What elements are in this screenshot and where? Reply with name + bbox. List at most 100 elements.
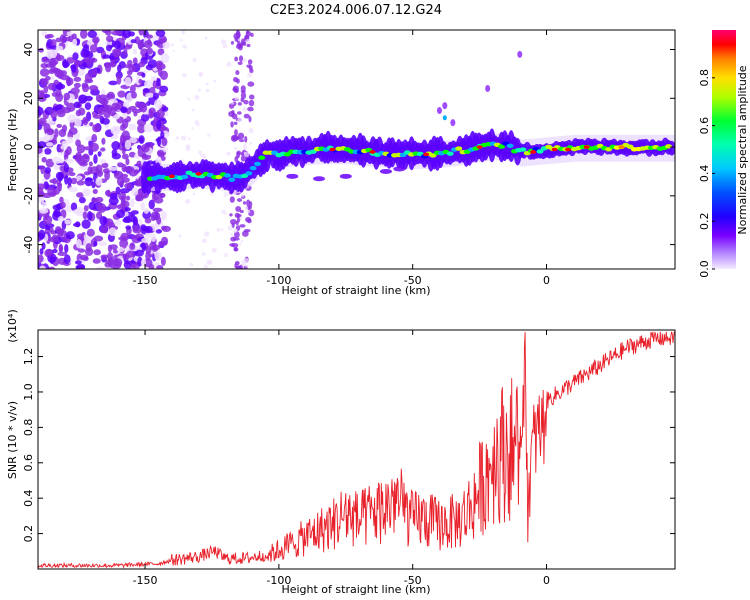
heatmap-cell xyxy=(67,177,72,186)
heatmap-cell xyxy=(55,226,62,233)
heatmap-cell xyxy=(104,62,112,73)
heatmap-cell xyxy=(121,153,129,160)
heatmap-cell xyxy=(230,121,234,128)
heatmap-cell xyxy=(88,201,96,211)
heatmap-cell xyxy=(181,30,186,35)
heatmap-cell xyxy=(64,158,75,163)
heatmap-cell xyxy=(243,113,250,119)
heatmap-cell xyxy=(154,99,163,110)
heatmap-cell xyxy=(192,57,197,62)
heatmap-cell xyxy=(232,87,238,92)
heatmap-cell xyxy=(39,208,49,214)
heatmap-cell xyxy=(60,145,67,150)
heatmap-cell xyxy=(119,238,129,249)
heatmap-cell xyxy=(121,130,130,141)
heatmap-cell xyxy=(147,59,158,69)
heatmap-cell xyxy=(442,102,448,110)
colorbar-tick-label: 0.6 xyxy=(698,117,711,135)
heatmap-cell xyxy=(236,151,240,159)
heatmap-cell xyxy=(150,233,156,243)
heatmap-cell xyxy=(243,228,251,233)
heatmap-cell xyxy=(233,228,238,233)
heatmap-cell xyxy=(313,176,326,182)
heatmap-cell xyxy=(52,156,62,164)
heatmap-cell xyxy=(38,124,43,130)
heatmap-cell xyxy=(78,60,84,66)
heatmap-cell xyxy=(369,150,376,154)
heatmap-cell xyxy=(156,109,165,118)
heatmap-cell xyxy=(111,152,122,160)
heatmap-cell xyxy=(140,202,146,211)
heatmap-cell xyxy=(86,228,95,237)
heatmap-cell xyxy=(237,132,245,140)
heatmap-cell xyxy=(110,125,121,135)
heatmap-cell xyxy=(215,174,223,180)
heatmap-cell xyxy=(107,244,112,253)
heatmap-cell xyxy=(105,259,115,265)
heatmap-cell xyxy=(205,88,210,93)
heatmap-cell xyxy=(44,148,52,155)
heatmap-cell xyxy=(95,164,103,175)
heatmap-cell xyxy=(46,49,54,60)
heatmap-cell xyxy=(237,117,243,123)
chart-title: C2E3.2024.006.07.12.G24 xyxy=(270,3,442,18)
heatmap-cell xyxy=(41,242,46,250)
heatmap-cell xyxy=(38,183,46,190)
heatmap-cell xyxy=(41,57,50,63)
heatmap-cell xyxy=(506,143,514,149)
heatmap-cell xyxy=(180,135,187,141)
heatmap-cell xyxy=(122,30,132,39)
heatmap-cell xyxy=(226,151,231,156)
heatmap-cell xyxy=(116,74,122,85)
heatmap-cell xyxy=(128,123,137,131)
heatmap-cell xyxy=(63,254,71,265)
heatmap-cell xyxy=(65,231,75,240)
heatmap-cell xyxy=(234,96,239,101)
heatmap-cell xyxy=(71,33,77,39)
heatmap-cell xyxy=(72,52,79,61)
heatmap-cell xyxy=(161,106,169,112)
heatmap-cell xyxy=(194,94,200,100)
heatmap-cell xyxy=(148,109,154,119)
heatmap-cell xyxy=(92,258,101,264)
heatmap-cell xyxy=(124,139,132,150)
heatmap-cell xyxy=(81,153,90,164)
heatmap-cell xyxy=(56,182,62,187)
heatmap-cell xyxy=(74,260,82,265)
spectrogram-heatmap xyxy=(38,30,675,269)
heatmap-cell xyxy=(39,248,44,255)
heatmap-cell xyxy=(44,167,52,174)
heatmap-cell xyxy=(423,152,430,157)
heatmap-cell xyxy=(104,189,111,197)
heatmap-cell xyxy=(82,188,91,197)
heatmap-cell xyxy=(73,76,82,82)
heatmap-cell xyxy=(145,245,152,255)
heatmap-cell xyxy=(231,134,239,141)
heatmap-cell xyxy=(88,85,99,91)
heatmap-cell xyxy=(517,50,523,58)
heatmap-cell xyxy=(64,243,69,254)
heatmap-cell xyxy=(76,192,84,198)
top-x-tick-label: -150 xyxy=(133,274,158,287)
heatmap-cell xyxy=(87,30,98,38)
heatmap-cell xyxy=(244,135,248,143)
heatmap-cell xyxy=(144,217,152,224)
heatmap-cell xyxy=(429,153,437,158)
heatmap-cell xyxy=(160,210,168,221)
heatmap-cell xyxy=(146,47,154,55)
heatmap-cell xyxy=(81,219,91,229)
heatmap-cell xyxy=(68,186,78,193)
heatmap-cell xyxy=(118,236,128,241)
heatmap-cell xyxy=(61,140,69,147)
heatmap-cell xyxy=(120,106,128,114)
heatmap-cell xyxy=(112,49,121,58)
heatmap-cell xyxy=(233,237,240,241)
heatmap-cell xyxy=(131,91,137,99)
heatmap-cell xyxy=(61,124,68,133)
heatmap-cell xyxy=(122,118,129,129)
bottom-y-tick-label: 0.6 xyxy=(22,454,35,472)
heatmap-cell xyxy=(237,102,242,106)
heatmap-cell xyxy=(56,104,63,111)
heatmap-cell xyxy=(53,208,61,218)
heatmap-cell xyxy=(152,80,157,89)
